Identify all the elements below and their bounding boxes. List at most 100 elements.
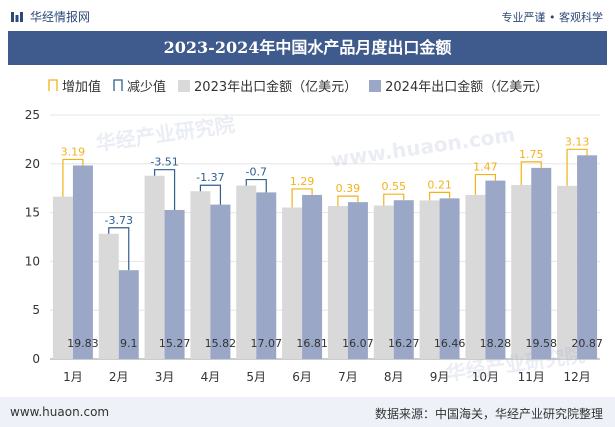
bar-2024 <box>302 194 323 359</box>
x-tick-label: 2月 <box>109 370 129 384</box>
increase-label: 0.21 <box>427 178 452 191</box>
increase-marker <box>520 161 542 185</box>
legend-swatch-2023 <box>178 79 191 92</box>
top-bar: 华经情报网 专业严谨 • 客观科学 <box>0 0 615 30</box>
decrease-marker <box>199 184 222 205</box>
legend-swatch-2024 <box>369 79 382 92</box>
bar-2024 <box>577 155 598 359</box>
bar-2023 <box>465 194 486 359</box>
bar-2023 <box>419 200 440 359</box>
x-tick-label: 5月 <box>246 370 266 384</box>
data-label-2024: 16.46 <box>434 337 466 350</box>
increase-marker <box>383 193 405 206</box>
y-tick-label: 15 <box>25 206 40 220</box>
legend-label-2023: 2023年出口金额（亿美元） <box>194 80 358 95</box>
legend: 增加值 减少值 2023年出口金额（亿美元） 2024年出口金额（亿美元） <box>48 76 560 95</box>
bar-2023 <box>236 185 257 359</box>
legend-swatch-increase <box>48 79 58 91</box>
bar-2023 <box>557 185 578 359</box>
bar-2023 <box>144 175 165 359</box>
bar-2024 <box>210 204 231 359</box>
decrease-marker <box>108 227 130 271</box>
data-label-2024: 19.83 <box>67 337 99 350</box>
logo-icon <box>11 11 23 22</box>
decrease-marker <box>245 178 267 193</box>
bar-2024 <box>393 200 414 359</box>
increase-label: 0.39 <box>336 182 361 195</box>
x-tick-label: 10月 <box>472 370 499 384</box>
increase-marker <box>337 195 359 206</box>
x-tick-label: 11月 <box>518 370 545 384</box>
bar-chart: 0 5 10 15 20 25 3.19 19.83 1月 -3.73 9.1 2月 -3.51 15.2… <box>25 108 603 384</box>
increase-marker <box>428 191 451 201</box>
decrease-label: -1.37 <box>196 171 224 184</box>
bar-2023 <box>373 205 394 359</box>
increase-marker <box>291 188 313 208</box>
increase-marker <box>62 158 84 197</box>
legend-item-decrease: 减少值 <box>113 76 166 95</box>
increase-label: 0.55 <box>382 180 407 193</box>
data-label-2024: 16.81 <box>296 337 328 350</box>
bar-2024 <box>485 180 506 359</box>
increase-label: 3.13 <box>565 135 590 148</box>
logo-text: 华经情报网 <box>30 10 91 24</box>
data-label-2024: 20.87 <box>571 337 603 350</box>
x-tick-label: 7月 <box>338 370 358 384</box>
bar-2023 <box>98 233 119 359</box>
bar-2023 <box>511 184 532 359</box>
y-tick-label: 20 <box>25 157 40 171</box>
data-label-2024: 18.28 <box>480 337 512 350</box>
increase-label: 3.19 <box>61 145 86 158</box>
data-label-2024: 16.27 <box>388 337 420 350</box>
x-tick-label: 8月 <box>384 370 404 384</box>
y-tick-label: 10 <box>25 254 40 268</box>
bar-2023 <box>282 207 303 359</box>
increase-label: 1.75 <box>519 148 544 161</box>
y-tick-label: 25 <box>25 108 40 122</box>
data-label-2024: 15.27 <box>159 337 191 350</box>
y-tick-label: 5 <box>32 303 40 317</box>
bar-2024 <box>256 192 277 359</box>
data-label-2024: 19.58 <box>526 337 558 350</box>
x-tick-label: 4月 <box>201 370 221 384</box>
increase-marker <box>474 173 497 195</box>
bar-2023 <box>52 196 73 359</box>
increase-marker <box>566 148 588 186</box>
legend-swatch-decrease <box>113 79 123 91</box>
legend-label-increase: 增加值 <box>62 80 102 95</box>
decrease-label: -3.73 <box>105 214 133 227</box>
bar-2024 <box>347 202 368 359</box>
site-logo[interactable]: 华经情报网 <box>10 8 90 25</box>
legend-item-increase: 增加值 <box>48 76 101 95</box>
legend-label-decrease: 减少值 <box>127 80 167 95</box>
x-tick-label: 9月 <box>430 370 450 384</box>
data-label-2024: 9.1 <box>120 337 138 350</box>
data-label-2024: 15.82 <box>205 337 237 350</box>
bar-2024 <box>72 165 93 359</box>
x-tick-label: 6月 <box>292 370 312 384</box>
chart-title: 2023-2024年中国水产品月度出口金额 <box>8 31 607 65</box>
bar-2023 <box>327 205 348 359</box>
decrease-label: -0.7 <box>246 166 267 179</box>
data-source: 数据来源：中国海关，华经产业研究院整理 <box>374 407 603 421</box>
x-tick-label: 12月 <box>563 370 590 384</box>
bar-2024 <box>531 167 552 359</box>
decrease-marker <box>153 169 176 210</box>
y-tick-label: 0 <box>32 352 40 366</box>
bar-2024 <box>164 209 185 359</box>
data-label-2024: 16.07 <box>342 337 374 350</box>
decrease-label: -3.51 <box>150 156 178 169</box>
legend-item-2024: 2024年出口金额（亿美元） <box>369 76 548 95</box>
bar-2024 <box>439 198 460 359</box>
footer-url[interactable]: www.huaon.com <box>10 405 110 419</box>
x-tick-label: 1月 <box>63 370 83 384</box>
x-tick-label: 3月 <box>155 370 175 384</box>
bar-2023 <box>190 191 211 359</box>
bar-2024 <box>118 270 139 359</box>
increase-label: 1.29 <box>290 175 315 188</box>
legend-label-2024: 2024年出口金额（亿美元） <box>385 80 549 95</box>
legend-item-2023: 2023年出口金额（亿美元） <box>178 76 357 95</box>
data-label-2024: 17.07 <box>251 337 283 350</box>
slogan: 专业严谨 • 客观科学 <box>501 11 603 24</box>
footer: www.huaon.com 数据来源：中国海关，华经产业研究院整理 <box>0 397 615 427</box>
